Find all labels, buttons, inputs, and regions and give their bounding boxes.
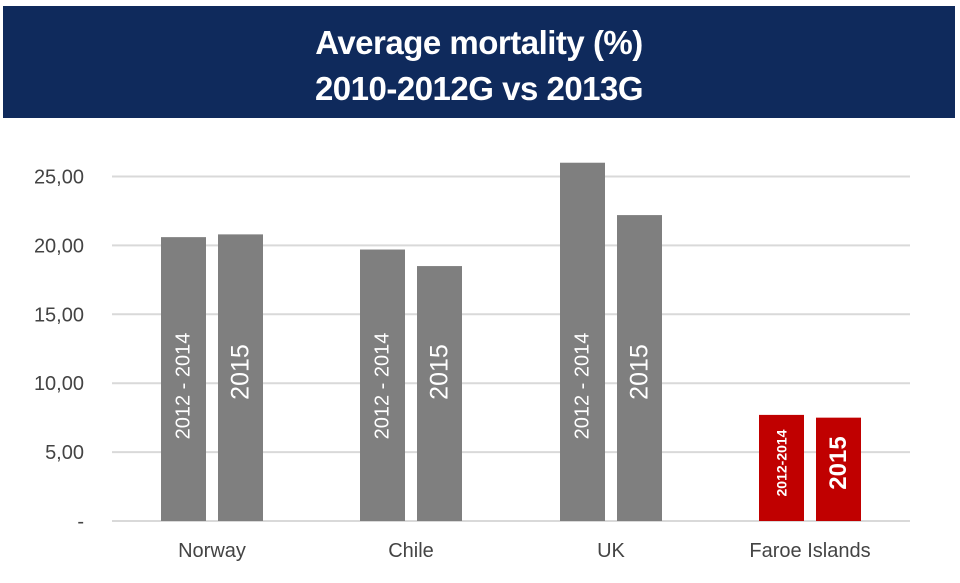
bar-data-label: 2015 [227,344,255,400]
bar-data-label: 2012 - 2014 [572,333,594,440]
bar-norway-series-1 [218,234,263,521]
y-axis-ticks: - 5,00 10,00 15,00 20,00 25,00 [34,167,84,534]
bar-data-label: 2015 [626,344,654,400]
y-tick-label: 20,00 [34,235,84,257]
bar-data-label: 2012 - 2014 [372,333,394,440]
x-tick-label: Chile [388,540,434,562]
bar-faroe-islands-series-0 [759,414,804,521]
y-tick-label: 5,00 [45,442,84,464]
bar-uk-series-0 [560,162,605,521]
bar-data-label: 2015 [426,344,454,400]
bar-data-label: 2012 - 2014 [173,333,195,440]
bar-norway-series-0 [161,237,206,521]
x-axis-ticks: Norway Chile UK Faroe Islands [178,540,870,562]
chart-title-line-2: 2010-2012G vs 2013G [314,70,644,107]
y-tick-label: 10,00 [34,373,84,395]
bar-chile-series-1 [417,266,462,521]
y-tick-label: 25,00 [34,167,84,189]
x-tick-label: Norway [178,540,246,562]
bar-uk-series-1 [617,215,662,522]
bars: 2012 - 2014 2015 2012 - 2014 2015 2012 - 201… [161,162,861,522]
x-tick-label: UK [597,540,625,562]
bar-chile-series-0 [360,249,405,521]
chart-title-line-1: Average mortality (%) [315,24,643,61]
y-tick-label: 15,00 [34,304,84,326]
bar-data-label: 2015 [825,436,852,489]
x-tick-label: Faroe Islands [749,540,870,562]
bar-faroe-islands-series-1 [816,417,861,521]
chart-title-banner: Average mortality (%) 2010-2012G vs 2013… [3,6,955,118]
bar-data-label: 2012-2014 [774,429,790,496]
y-tick-label: - [77,511,84,533]
